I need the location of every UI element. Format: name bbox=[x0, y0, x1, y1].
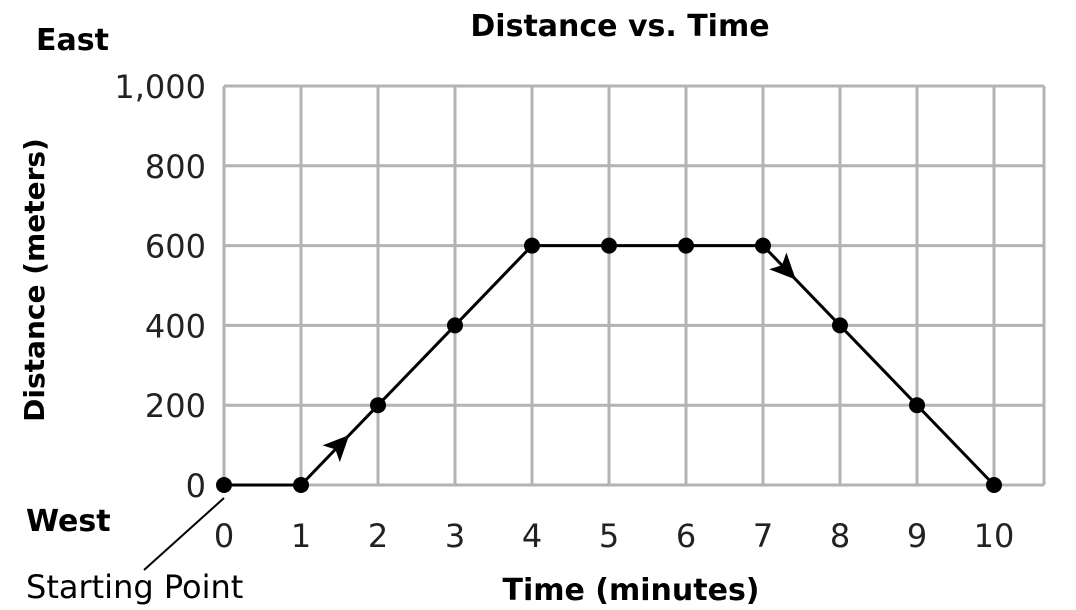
tick-labels: 0 1 2 3 4 5 6 7 8 9 10 0 200 400 600 800 1,000 bbox=[114, 68, 1014, 555]
data-point bbox=[909, 397, 925, 414]
x-tick-label: 7 bbox=[753, 517, 773, 555]
arrowhead bbox=[769, 252, 796, 280]
direction-arrow-up bbox=[322, 435, 350, 463]
data-point bbox=[524, 237, 540, 254]
x-tick-label: 1 bbox=[291, 517, 311, 555]
direction-arrows bbox=[322, 252, 796, 463]
data-point bbox=[216, 477, 232, 493]
data-points bbox=[216, 237, 1002, 493]
west-label: West bbox=[26, 504, 111, 539]
arrowhead bbox=[322, 435, 350, 463]
data-point bbox=[678, 237, 694, 254]
x-tick-label: 0 bbox=[214, 517, 234, 555]
x-tick-label: 3 bbox=[445, 517, 465, 555]
y-tick-label: 200 bbox=[145, 387, 206, 425]
east-label: East bbox=[36, 23, 109, 58]
y-tick-label: 0 bbox=[186, 467, 206, 505]
data-point bbox=[986, 477, 1002, 493]
y-tick-label: 800 bbox=[145, 148, 206, 186]
data-point bbox=[447, 317, 463, 334]
x-tick-label: 8 bbox=[830, 517, 850, 555]
starting-point-label: Starting Point bbox=[26, 568, 243, 606]
direction-arrow-down bbox=[769, 252, 796, 280]
data-point bbox=[293, 477, 309, 493]
x-tick-label: 6 bbox=[676, 517, 696, 555]
x-tick-label: 2 bbox=[368, 517, 388, 555]
y-tick-label: 600 bbox=[145, 228, 206, 266]
starting-point-pointer bbox=[143, 497, 225, 571]
x-axis-label: Time (minutes) bbox=[502, 573, 759, 608]
x-tick-label: 10 bbox=[974, 517, 1015, 555]
data-point bbox=[370, 397, 386, 414]
x-tick-label: 9 bbox=[907, 517, 927, 555]
x-tick-label: 4 bbox=[522, 517, 542, 555]
data-point bbox=[755, 237, 771, 254]
data-point bbox=[832, 317, 848, 334]
y-axis-label: Distance (meters) bbox=[18, 138, 51, 422]
y-tick-label: 1,000 bbox=[114, 68, 206, 106]
y-tick-label: 400 bbox=[145, 307, 206, 345]
chart-title: Distance vs. Time bbox=[470, 9, 769, 44]
x-tick-label: 5 bbox=[599, 517, 619, 555]
grid bbox=[222, 84, 1046, 487]
data-point bbox=[601, 237, 617, 254]
